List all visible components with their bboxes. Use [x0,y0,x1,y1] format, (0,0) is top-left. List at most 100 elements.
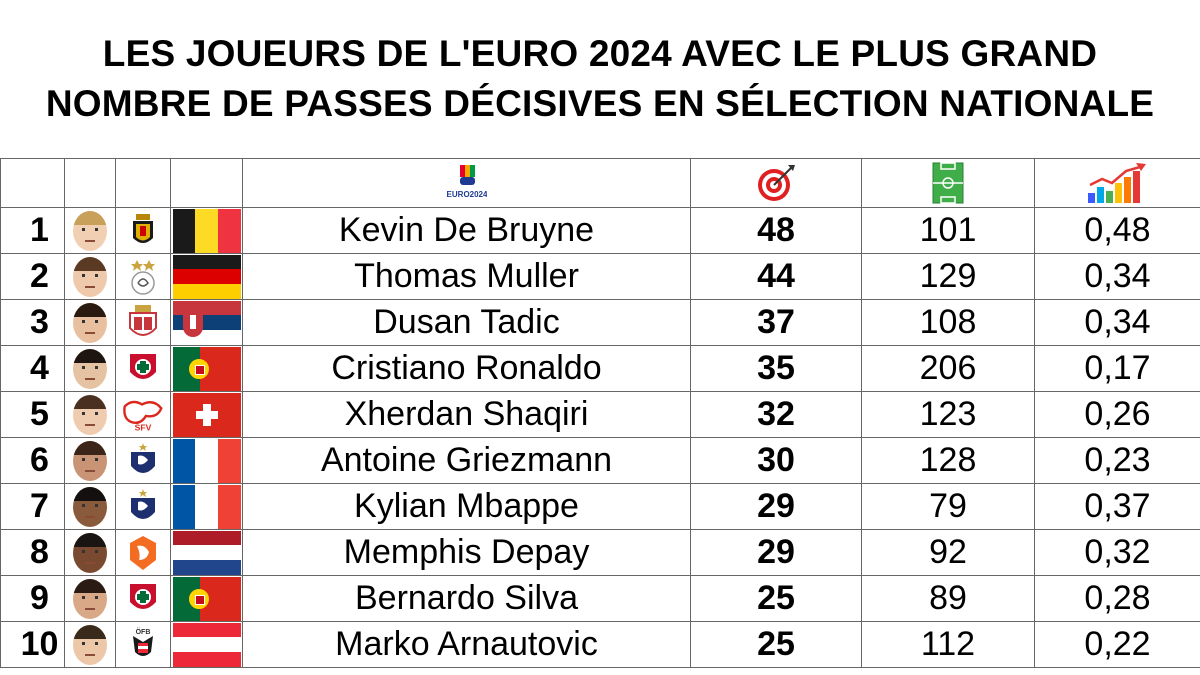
assists-value: 30 [690,437,862,484]
player-photo-cell [64,253,116,300]
player-avatar [73,302,107,343]
team-crest-cell [115,207,171,254]
table-row: 3 Dusan Tadic 37 108 0,34 [0,299,1200,346]
matches-value: 101 [861,207,1035,254]
assists-value: 44 [690,253,862,300]
flag-cell [170,391,243,438]
header-rank [0,158,65,208]
flag-netherlands-icon [172,530,241,575]
assists-value: 29 [690,529,862,576]
svg-text:ÖFB: ÖFB [136,627,151,636]
player-name: Bernardo Silva [242,575,691,622]
player-photo-cell [64,437,116,484]
player-avatar [73,440,107,481]
rank-cell: 2 [0,253,65,300]
matches-value: 123 [861,391,1035,438]
assists-value: 48 [690,207,862,254]
flag-cell [170,437,243,484]
flag-portugal-icon [172,346,241,391]
flag-portugal-icon [172,576,241,621]
team-crest-cell [115,299,171,346]
flag-cell [170,483,243,530]
ratio-value: 0,48 [1034,207,1200,254]
header-ratio [1034,158,1200,208]
portugal-crest-icon [130,353,156,379]
rank-cell: 8 [0,529,65,576]
flag-cell [170,345,243,392]
rank-cell: 9 [0,575,65,622]
header-flag [170,158,243,208]
player-name: Xherdan Shaqiri [242,391,691,438]
player-name: Antoine Griezmann [242,437,691,484]
matches-value: 108 [861,299,1035,346]
assists-value: 32 [690,391,862,438]
flag-cell [170,529,243,576]
title-line-2: NOMBRE DE PASSES DÉCISIVES EN SÉLECTION … [45,83,1155,124]
flag-switzerland-icon [172,392,241,437]
player-avatar [73,532,107,573]
flag-france-icon [172,438,241,483]
player-photo-cell [64,621,116,668]
belgium-crest-icon [133,213,153,243]
player-avatar [73,624,107,665]
player-photo-cell [64,575,116,622]
austria-crest-icon: ÖFB [133,627,153,656]
table-header-row: EURO2024 [0,158,1200,208]
matches-value: 128 [861,437,1035,484]
euro-logo-text: EURO2024 [447,190,487,199]
team-crest-cell [115,529,171,576]
player-avatar [73,578,107,619]
ratio-value: 0,17 [1034,345,1200,392]
player-photo-cell [64,483,116,530]
table-row: 10 ÖFB Marko Arnautovic 25 112 0,22 [0,621,1200,668]
ratio-value: 0,22 [1034,621,1200,668]
page-title: LES JOUEURS DE L'EURO 2024 AVEC LE PLUS … [0,0,1200,159]
assists-value: 35 [690,345,862,392]
player-name: Memphis Depay [242,529,691,576]
matches-value: 206 [861,345,1035,392]
flag-belgium-icon [172,208,241,253]
growth-chart-icon [1087,163,1146,203]
rank-cell: 10 [0,621,65,668]
team-crest-cell [115,437,171,484]
france-crest-icon [131,488,155,519]
ratio-value: 0,37 [1034,483,1200,530]
svg-text:SFV: SFV [135,422,152,432]
matches-value: 89 [861,575,1035,622]
football-pitch-icon [932,162,964,204]
rank-cell: 1 [0,207,65,254]
team-crest-cell: SFV [115,391,171,438]
flag-france-icon [172,484,241,529]
matches-value: 79 [861,483,1035,530]
player-avatar [73,210,107,251]
player-photo-cell [64,391,116,438]
matches-value: 92 [861,529,1035,576]
player-avatar [73,256,107,297]
table-row: 2 Thomas Muller 44 129 0,34 [0,253,1200,300]
euro2024-logo-icon: EURO2024 [447,165,487,199]
player-name: Cristiano Ronaldo [242,345,691,392]
table-row: 9 Bernardo Silva 25 89 0,28 [0,575,1200,622]
team-crest-cell [115,345,171,392]
ranking-table: EURO2024 [0,158,1200,668]
rank-cell: 4 [0,345,65,392]
header-crest [115,158,171,208]
header-matches [861,158,1035,208]
player-name: Kylian Mbappe [242,483,691,530]
title-line-1: LES JOUEURS DE L'EURO 2024 AVEC LE PLUS … [102,33,1098,74]
rank-cell: 3 [0,299,65,346]
france-crest-icon [131,442,155,473]
ratio-value: 0,32 [1034,529,1200,576]
flag-germany-icon [172,254,241,299]
header-assists [690,158,862,208]
rank-cell: 5 [0,391,65,438]
flag-cell [170,575,243,622]
matches-value: 129 [861,253,1035,300]
team-crest-cell: ÖFB [115,621,171,668]
team-crest-cell [115,483,171,530]
ratio-value: 0,26 [1034,391,1200,438]
table-row: 1 Kevin De Bruyne 48 101 0,48 [0,207,1200,254]
switzerland-crest-icon: SFV [123,400,163,432]
ratio-value: 0,28 [1034,575,1200,622]
flag-austria-icon [172,622,241,667]
